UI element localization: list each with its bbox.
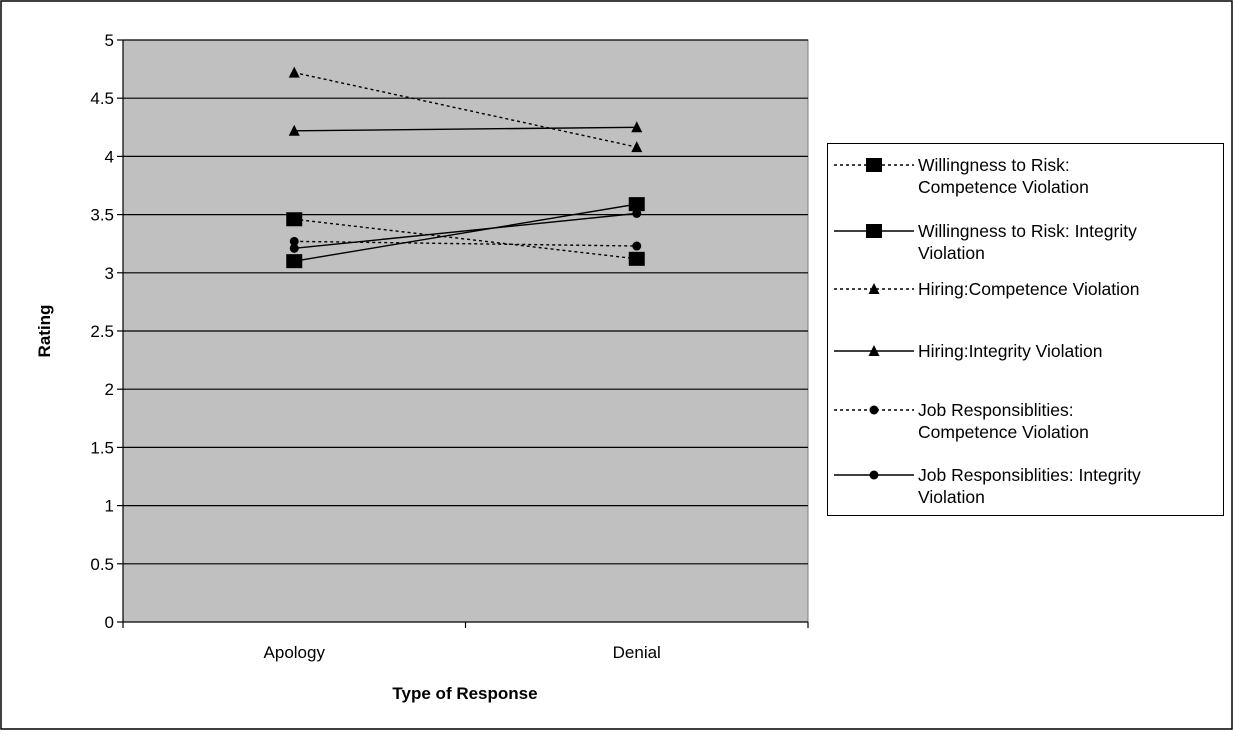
series-lines <box>294 71 637 262</box>
legend-label-line: Willingness to Risk: Integrity <box>918 221 1137 241</box>
legend-label: Hiring:Integrity Violation <box>918 340 1218 362</box>
data-point <box>631 141 643 153</box>
data-point <box>632 241 642 251</box>
gridlines <box>123 39 808 565</box>
legend: Willingness to Risk: Competence Violation… <box>827 143 1224 516</box>
legend-symbol <box>834 158 914 172</box>
legend-label-line: Violation <box>918 487 985 507</box>
y-axis-title: Rating <box>35 305 54 358</box>
legend-symbol <box>834 224 914 238</box>
legend-label-line: Hiring:Integrity Violation <box>918 341 1103 361</box>
data-point <box>289 243 299 253</box>
legend-marker <box>868 345 880 356</box>
legend-symbol <box>834 470 914 480</box>
legend-label-line: Competence Violation <box>918 177 1089 197</box>
legend-label: Hiring:Competence Violation <box>918 278 1218 300</box>
axes <box>117 39 809 628</box>
data-point <box>631 121 643 133</box>
legend-marker <box>869 405 879 415</box>
series-line-6 <box>294 212 637 250</box>
x-tick-labels: Apology Denial <box>264 643 661 662</box>
legend-symbol <box>834 283 914 294</box>
y-tick-label: 3 <box>105 264 114 283</box>
legend-label-line: Job Responsiblities: <box>918 400 1074 420</box>
legend-symbol <box>834 345 914 356</box>
x-axis-title: Type of Response <box>392 684 537 703</box>
y-tick-label: 3.5 <box>90 206 114 225</box>
legend-marker <box>868 283 880 294</box>
legend-label-line: Violation <box>918 243 985 263</box>
y-tick-label: 4.5 <box>90 89 114 108</box>
y-tick-label: 4 <box>105 147 114 166</box>
data-point <box>288 66 300 78</box>
legend-label: Job Responsiblities: Competence Violation <box>918 399 1218 443</box>
data-point <box>628 251 645 266</box>
y-tick-labels: 0 0.5 1 1.5 2 2.5 3 3.5 4 4.5 5 <box>90 31 114 632</box>
legend-label-line: Competence Violation <box>918 422 1089 442</box>
legend-marker <box>866 158 882 172</box>
series-line-3 <box>294 71 637 148</box>
y-tick-label: 1.5 <box>90 438 114 457</box>
legend-marker <box>866 224 882 238</box>
legend-label-line: Willingness to Risk: <box>918 155 1070 175</box>
legend-label-line: Hiring:Competence Violation <box>918 279 1140 299</box>
x-tick-label: Apology <box>264 643 326 662</box>
series-line-4 <box>294 126 637 132</box>
data-point <box>628 197 645 212</box>
x-tick-label: Denial <box>613 643 661 662</box>
legend-symbol <box>834 405 914 415</box>
y-tick-label: 5 <box>105 31 114 50</box>
y-tick-label: 1 <box>105 497 114 516</box>
data-point <box>289 236 299 246</box>
data-point <box>288 124 300 136</box>
data-point <box>286 254 303 269</box>
y-tick-label: 0 <box>105 613 114 632</box>
legend-label-line: Job Responsiblities: Integrity <box>918 465 1141 485</box>
data-point <box>632 208 642 218</box>
legend-label: Willingness to Risk: Integrity Violation <box>918 220 1218 264</box>
series-markers <box>286 66 645 269</box>
series-line-2 <box>294 203 637 262</box>
data-point <box>286 212 303 227</box>
legend-label: Job Responsiblities: Integrity Violation <box>918 464 1218 508</box>
y-tick-label: 2 <box>105 380 114 399</box>
y-tick-label: 0.5 <box>90 555 114 574</box>
y-tick-label: 2.5 <box>90 322 114 341</box>
legend-marker <box>869 470 879 480</box>
legend-label: Willingness to Risk: Competence Violation <box>918 154 1218 198</box>
